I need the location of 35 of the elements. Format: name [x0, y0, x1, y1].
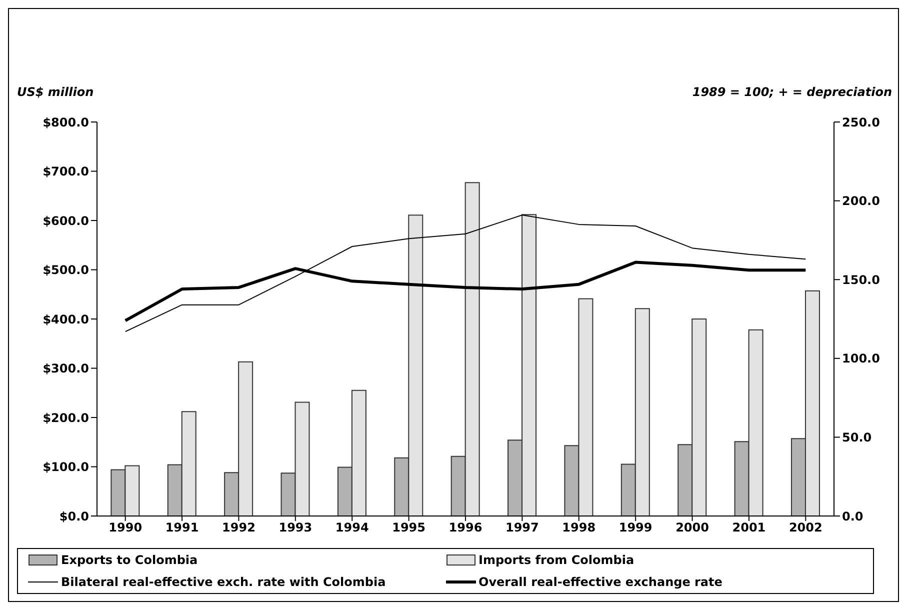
x-tick-label: 1993: [278, 520, 312, 535]
y-tick-label: $400.0: [42, 312, 89, 326]
line-series: [124, 214, 806, 332]
y2-axis-title: 1989 = 100; + = depreciation: [692, 85, 892, 99]
x-tick-label: 2000: [676, 520, 709, 535]
x-tick-label: 2002: [788, 520, 822, 535]
y-tick-label: $700.0: [42, 164, 89, 179]
legend-label: Overall real-effective exchange rate: [478, 575, 722, 589]
y-tick-label: $500.0: [42, 263, 89, 278]
y2-tick-label: 50.0: [842, 430, 872, 444]
x-tick-label: 1999: [618, 520, 652, 535]
x-tick-label: 1991: [165, 520, 199, 535]
x-tick-label: 1992: [222, 520, 256, 535]
y-tick-label: $200.0: [42, 410, 89, 425]
legend-label: Bilateral real-effective exch. rate with Colombia: [61, 575, 386, 589]
x-tick-label: 1994: [335, 520, 369, 535]
y-tick-label: $600.0: [42, 214, 89, 228]
y2-tick-label: 0.0: [842, 509, 864, 524]
y-tick-label: $100.0: [42, 460, 89, 474]
y2-tick-label: 150.0: [842, 272, 880, 287]
y-tick-label: $800.0: [42, 115, 89, 130]
y2-tick-label: 250.0: [842, 115, 880, 130]
y-tick-label: $300.0: [42, 362, 89, 376]
legend-label: Exports to Colombia: [61, 553, 198, 567]
x-tick-label: 1997: [505, 520, 539, 535]
y2-tick-label: 200.0: [842, 194, 880, 208]
y2-tick-label: 100.0: [842, 352, 880, 366]
y-tick-label: $0.0: [59, 509, 89, 524]
legend-label: Imports from Colombia: [478, 553, 634, 567]
x-tick-label: 1990: [108, 520, 142, 535]
x-tick-label: 2001: [732, 520, 766, 535]
y-axis-title: US$ million: [17, 85, 94, 99]
x-tick-label: 1995: [392, 520, 426, 535]
x-tick-label: 1996: [448, 520, 482, 535]
x-tick-label: 1998: [562, 520, 596, 535]
